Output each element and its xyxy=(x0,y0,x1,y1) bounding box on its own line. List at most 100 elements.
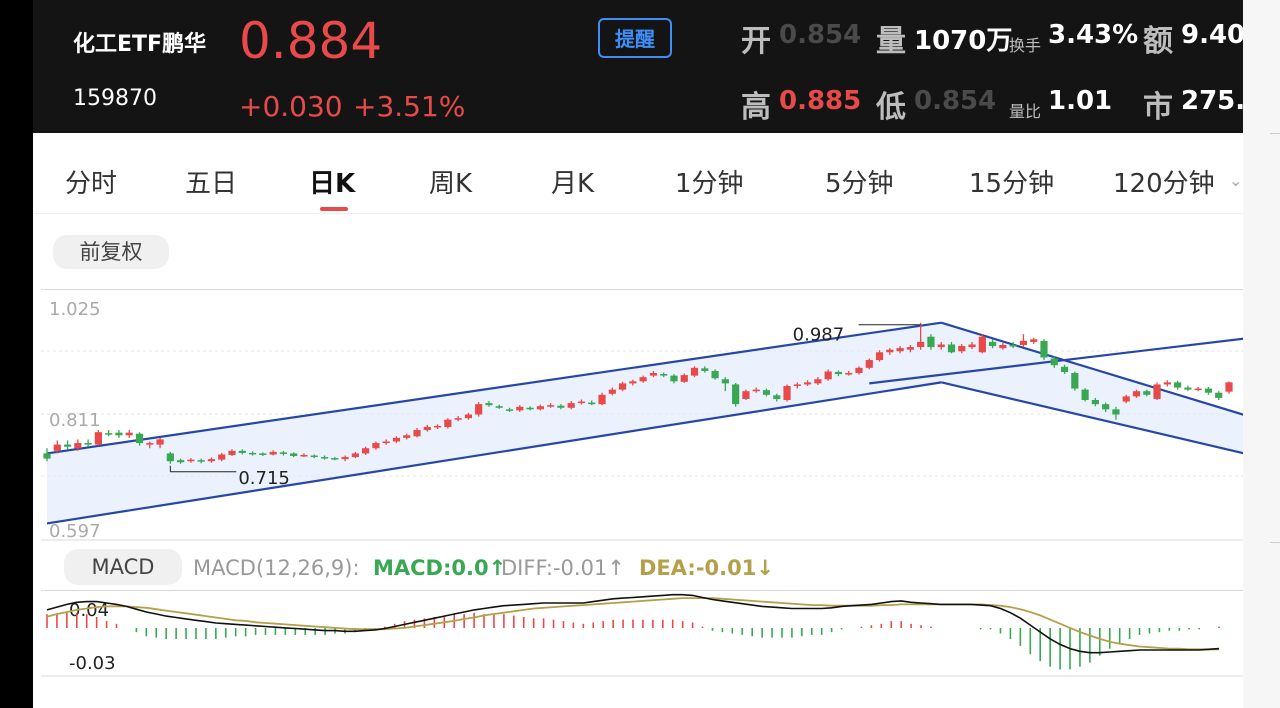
candle-body xyxy=(331,458,339,460)
open-value: 0.854 xyxy=(779,20,862,50)
candle-body xyxy=(762,390,771,395)
candle-body xyxy=(505,409,514,411)
channel-line xyxy=(940,321,1243,416)
candle-body xyxy=(495,406,503,408)
candle-body xyxy=(1184,387,1192,390)
candle-body xyxy=(598,394,606,405)
dea-line xyxy=(46,597,1219,651)
candle-body xyxy=(536,406,544,410)
candle-body xyxy=(218,454,226,460)
tab-1min[interactable]: 1分钟 xyxy=(675,169,744,199)
candle-body xyxy=(1225,382,1233,392)
macd-value: MACD:0.0↑ xyxy=(373,556,507,580)
quote-header: 化工ETF鹏华 159870 0.884 +0.030 +3.51% 提醒 开 … xyxy=(33,0,1243,133)
candle-body xyxy=(721,379,729,384)
open-label: 开 xyxy=(741,24,771,59)
candle-body xyxy=(63,444,72,447)
candle-body xyxy=(711,370,719,379)
candle-body xyxy=(618,383,627,390)
candle-body xyxy=(403,435,411,438)
min-price-label: 0.715 xyxy=(238,468,290,489)
candle-body xyxy=(259,453,267,455)
app-frame: 化工ETF鹏华 159870 0.884 +0.030 +3.51% 提醒 开 … xyxy=(33,0,1243,708)
candle-body xyxy=(300,454,308,457)
macd-y-tick: 0.04 xyxy=(69,600,109,621)
kline-chart[interactable]: 1.025 0.811 0.597 0.987 0.715 xyxy=(33,289,1243,541)
candle-body xyxy=(1071,373,1079,389)
candle-body xyxy=(1132,391,1141,397)
channel-fill xyxy=(47,322,942,524)
candle-body xyxy=(855,367,863,374)
candle-body xyxy=(1215,392,1223,398)
candle-body xyxy=(783,385,791,400)
candle-body xyxy=(814,379,822,384)
candle-body xyxy=(290,453,298,457)
tab-intraday[interactable]: 分时 xyxy=(65,169,118,199)
diff-line xyxy=(46,593,1220,654)
candle-body xyxy=(701,368,709,371)
candle-body xyxy=(279,452,287,454)
turnover-value: 3.43% xyxy=(1048,20,1139,50)
candle-body xyxy=(968,344,976,348)
candle-body xyxy=(1163,382,1171,385)
candle-body xyxy=(896,348,904,352)
turnover-label: 换手 xyxy=(1009,36,1042,55)
amount-value: 9.40 xyxy=(1181,20,1243,50)
candle-body xyxy=(947,344,956,353)
candle-body xyxy=(1040,340,1048,358)
candle-body xyxy=(341,457,349,460)
candle-body xyxy=(43,453,51,459)
candle-body xyxy=(84,443,92,445)
channel-fill xyxy=(941,322,1243,454)
tab-120min[interactable]: 120分钟 xyxy=(1113,169,1215,199)
macd-chart[interactable]: 0.04 -0.03 xyxy=(33,590,1243,678)
macd-params: MACD(12,26,9): xyxy=(193,556,360,580)
right-edge-panel xyxy=(1243,0,1280,708)
candle-body xyxy=(125,432,133,436)
candle-body xyxy=(1153,384,1161,399)
tab-15min[interactable]: 15分钟 xyxy=(969,169,1055,199)
tab-daily-k[interactable]: 日K xyxy=(309,169,356,199)
candle-body xyxy=(875,352,884,361)
price-change: +0.030 xyxy=(239,90,343,123)
candle-body xyxy=(690,367,699,376)
volume-label: 量 xyxy=(876,24,906,59)
tab-monthly-k[interactable]: 月K xyxy=(551,169,595,199)
candle-body xyxy=(886,349,894,353)
candle-body xyxy=(742,391,750,399)
low-label: 低 xyxy=(876,90,906,125)
tab-five-day[interactable]: 五日 xyxy=(185,169,238,199)
candle-body xyxy=(413,430,421,437)
high-value: 0.885 xyxy=(779,86,862,116)
adjust-button[interactable]: 前复权 xyxy=(53,235,169,269)
candle-body xyxy=(197,460,205,462)
max-price-label: 0.987 xyxy=(793,325,845,346)
candle-body xyxy=(475,404,483,415)
chevron-down-icon[interactable]: ⌄ xyxy=(1229,171,1243,190)
tab-5min[interactable]: 5分钟 xyxy=(825,169,894,199)
candle-body xyxy=(670,375,678,382)
price-change-pct: +3.51% xyxy=(353,90,466,123)
candle-body xyxy=(1194,388,1202,391)
alert-button[interactable]: 提醒 xyxy=(598,18,672,58)
low-value: 0.854 xyxy=(914,86,997,116)
candle-body xyxy=(773,395,781,399)
candle-body xyxy=(1030,339,1038,342)
candle-body xyxy=(433,425,442,428)
security-code: 159870 xyxy=(73,86,157,111)
candle-body xyxy=(320,457,329,459)
active-tab-indicator xyxy=(320,207,348,211)
candle-body xyxy=(917,341,925,348)
candle-body xyxy=(382,441,390,444)
candle-body xyxy=(906,347,914,350)
candle-body xyxy=(927,336,935,348)
y-tick-label: 0.811 xyxy=(49,410,101,431)
tab-weekly-k[interactable]: 周K xyxy=(429,169,473,199)
candle-body xyxy=(454,418,462,420)
macd-indicator-button[interactable]: MACD xyxy=(64,549,182,585)
candle-body xyxy=(516,406,524,411)
candle-body xyxy=(1143,391,1151,395)
candle-body xyxy=(608,389,616,394)
candle-body xyxy=(423,426,431,431)
candle-body xyxy=(1081,389,1089,400)
